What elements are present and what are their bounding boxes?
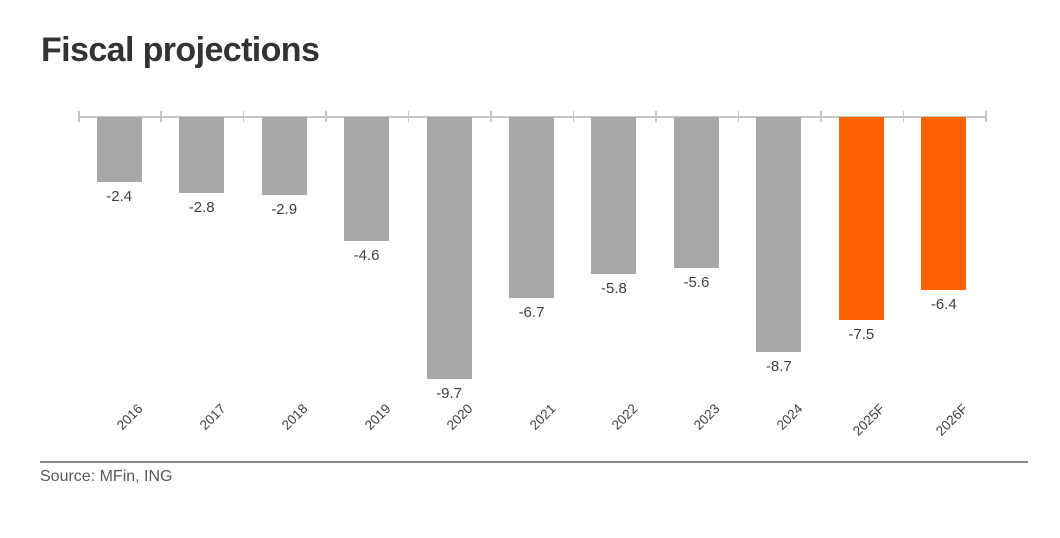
- x-tick-label: 2025F: [850, 401, 888, 439]
- axis-tick: [985, 111, 987, 122]
- x-tick-label: 2018: [278, 401, 311, 433]
- bar-value-label: -7.5: [848, 325, 875, 343]
- axis-tick: [407, 111, 410, 122]
- bar-2019: [344, 117, 390, 242]
- x-tick-label: 2021: [526, 401, 559, 433]
- bar-2018: [261, 117, 307, 196]
- axis-tick: [902, 111, 905, 122]
- bar-value-label: -9.7: [436, 384, 462, 402]
- axis-tick: [490, 111, 492, 122]
- x-tick-label: 2023: [691, 401, 724, 433]
- bar-value-label: -2.8: [188, 198, 215, 216]
- bar-2021: [509, 117, 554, 298]
- bar-value-label: -2.9: [271, 201, 298, 219]
- bar-2024: [756, 117, 802, 352]
- axis-tick: [572, 111, 575, 122]
- x-tick-label: 2022: [608, 401, 641, 433]
- bar-value-label: -6.4: [930, 295, 957, 313]
- x-tick-label: 2020: [443, 401, 476, 433]
- axis-tick: [78, 111, 80, 122]
- bar-2020: [426, 117, 472, 379]
- bar-value-label: -6.7: [518, 303, 545, 321]
- x-tick-label: 2019: [361, 401, 394, 433]
- axis-tick: [325, 111, 327, 122]
- bar-2026F: [921, 117, 967, 290]
- bar-value-label: -4.6: [353, 247, 380, 265]
- bar-2025F: [838, 117, 884, 320]
- bar-2017: [179, 117, 225, 193]
- axis-tick: [655, 111, 657, 122]
- source-note: Source: MFin, ING: [40, 468, 173, 485]
- x-tick-label: 2024: [773, 401, 806, 433]
- x-tick-label: 2026F: [932, 401, 971, 439]
- bar-value-label: -5.6: [683, 274, 710, 292]
- bar-value-label: -2.4: [106, 187, 133, 205]
- axis-tick: [160, 111, 162, 122]
- axis-tick: [242, 111, 245, 122]
- axis-tick: [820, 111, 822, 122]
- source-divider: [40, 461, 1028, 463]
- bar-2022: [591, 117, 637, 274]
- bar-value-label: -5.8: [601, 279, 627, 297]
- axis-tick: [737, 111, 740, 122]
- bar-2016: [96, 117, 142, 182]
- bar-value-label: -8.7: [765, 357, 792, 375]
- page-title: Fiscal projections: [41, 31, 320, 69]
- bar-2023: [673, 117, 719, 269]
